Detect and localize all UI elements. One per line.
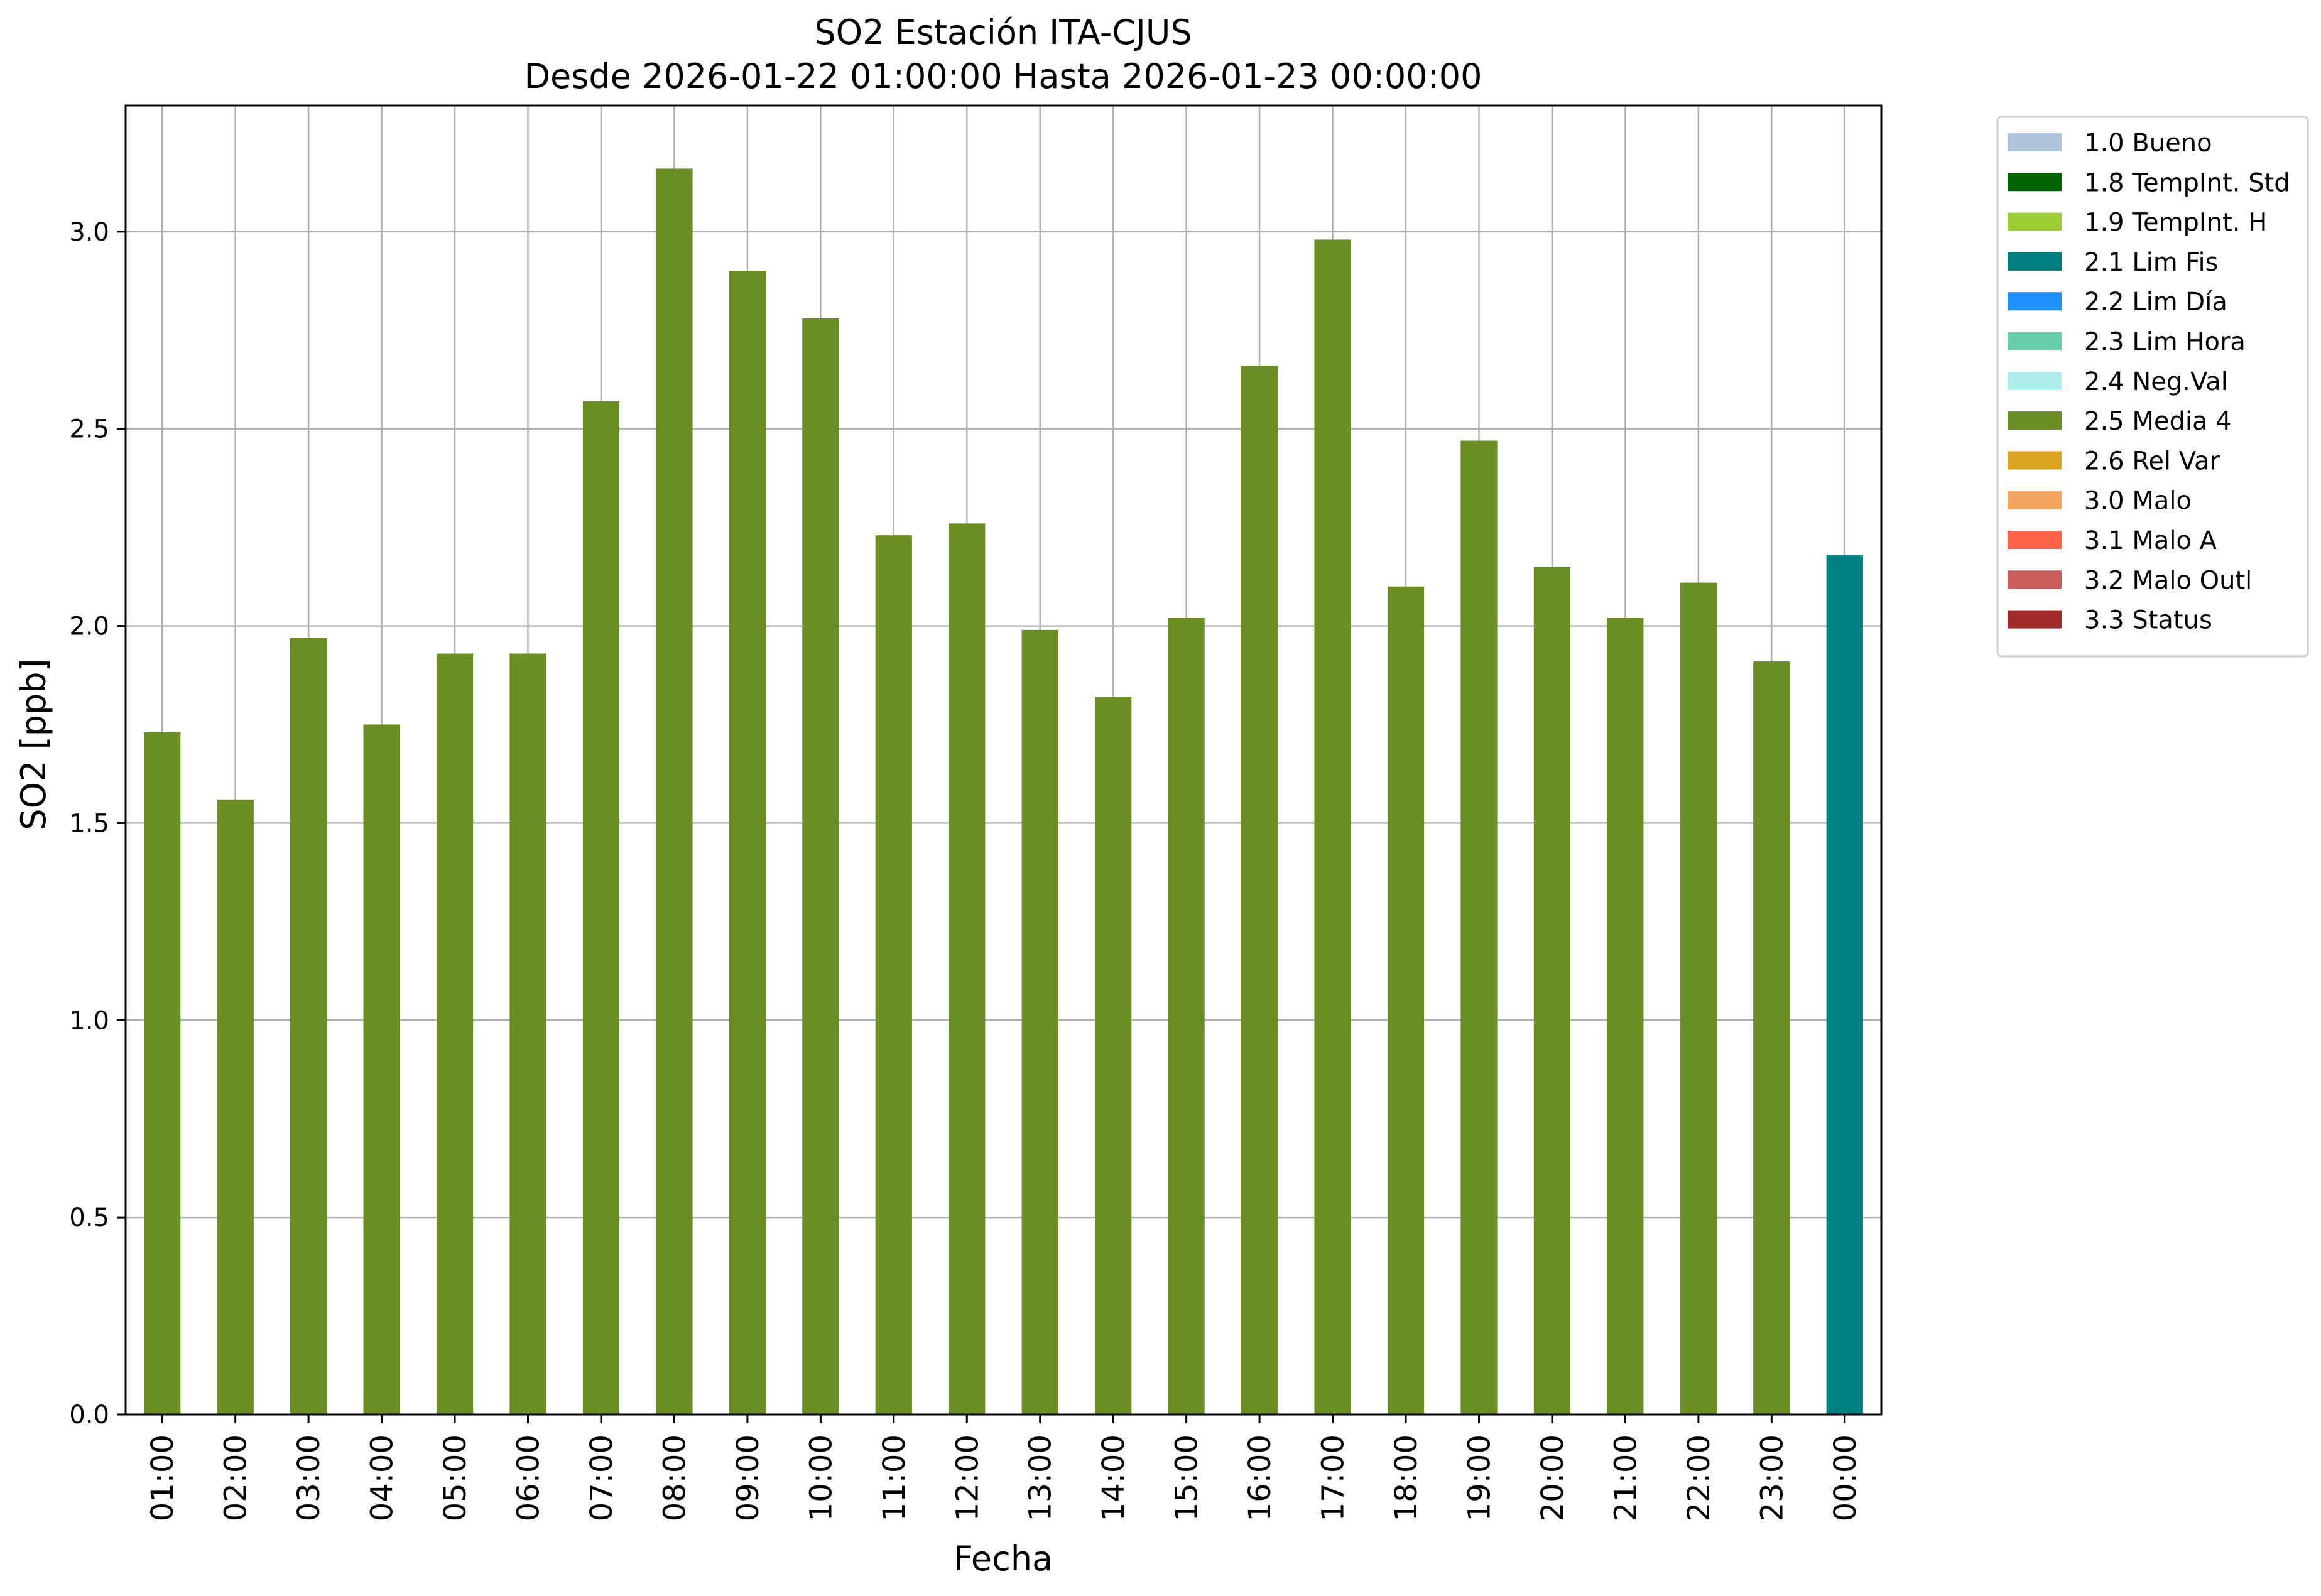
legend-label: 1.8 TempInt. Std [2084, 168, 2290, 197]
bar-0300 [290, 638, 327, 1414]
x-tick-label: 13:00 [1023, 1435, 1058, 1521]
legend-frame [1996, 116, 2309, 658]
x-tick-label: 01:00 [145, 1435, 180, 1521]
chart-subtitle: Desde 2026-01-22 01:00:00 Hasta 2026-01-… [524, 57, 1482, 96]
legend-label: 2.3 Lim Hora [2084, 328, 2246, 357]
bar-1700 [1314, 239, 1351, 1415]
bar-1900 [1460, 440, 1498, 1414]
legend-label: 3.3 Status [2084, 606, 2212, 635]
y-tick-label: 1.5 [69, 809, 109, 838]
x-tick-label: 18:00 [1389, 1435, 1424, 1521]
bar-0900 [729, 271, 766, 1414]
legend-label: 2.5 Media 4 [2084, 407, 2232, 436]
legend-swatch [2008, 332, 2062, 350]
x-tick-label: 05:00 [438, 1435, 473, 1521]
bar-0000 [1826, 555, 1863, 1414]
bar-1300 [1021, 629, 1058, 1414]
x-tick-label: 04:00 [365, 1435, 400, 1521]
legend-label: 2.6 Rel Var [2084, 447, 2220, 475]
bar-0500 [436, 653, 474, 1414]
bar-1600 [1241, 366, 1278, 1414]
y-tick-label: 0.5 [69, 1203, 109, 1232]
legend-label: 3.0 Malo [2084, 487, 2192, 516]
x-tick-label: 16:00 [1242, 1435, 1278, 1521]
legend-swatch [2008, 292, 2062, 311]
y-tick-label: 1.0 [69, 1006, 109, 1035]
x-tick-label: 22:00 [1682, 1435, 1717, 1521]
legend-swatch [2008, 610, 2062, 629]
x-tick-label: 17:00 [1316, 1435, 1351, 1521]
y-tick-label: 2.0 [69, 612, 109, 641]
legend-label: 2.2 Lim Día [2084, 288, 2227, 317]
x-tick-label: 07:00 [584, 1435, 619, 1521]
x-tick-label: 14:00 [1096, 1435, 1131, 1521]
bar-2000 [1533, 567, 1571, 1415]
bar-1800 [1387, 586, 1425, 1414]
x-axis-label: Fecha [954, 1539, 1053, 1578]
bar-2200 [1680, 582, 1717, 1415]
bar-0400 [363, 724, 400, 1414]
bar-2300 [1753, 661, 1790, 1414]
x-tick-label: 19:00 [1462, 1435, 1497, 1521]
x-tick-label: 03:00 [291, 1435, 327, 1521]
legend-label: 1.0 Bueno [2084, 129, 2212, 158]
plot-frame [124, 104, 1883, 1416]
x-tick-label: 11:00 [877, 1435, 912, 1521]
bar-0700 [582, 401, 620, 1414]
legend-label: 3.2 Malo Outl [2084, 566, 2252, 595]
legend-swatch [2008, 491, 2062, 509]
x-tick-label: 21:00 [1608, 1435, 1643, 1521]
x-tick-label: 00:00 [1828, 1435, 1863, 1521]
x-tick-label: 15:00 [1170, 1435, 1205, 1521]
bars [144, 168, 1863, 1415]
legend-label: 2.4 Neg.Val [2084, 367, 2228, 396]
bar-0100 [144, 732, 181, 1414]
legend-swatch [2008, 411, 2062, 430]
legend-label: 1.9 TempInt. H [2084, 209, 2267, 237]
bar-1100 [875, 535, 912, 1414]
bar-2100 [1607, 618, 1644, 1414]
x-axis-ticks: 01:00 02:00 03:00 04:00 05:00 06:00 07:00 08:00… [145, 1414, 1863, 1521]
y-axis-ticks: 0.0 0.5 1.0 1.5 2.0 2.5 3.0 [69, 218, 126, 1430]
x-tick-label: 09:00 [731, 1435, 766, 1521]
legend-label: 3.1 Malo A [2084, 526, 2217, 555]
y-axis-label: SO2 [ppb] [14, 658, 53, 830]
x-tick-label: 12:00 [950, 1435, 985, 1521]
legend-swatch [2008, 173, 2062, 192]
y-tick-label: 2.5 [69, 415, 109, 444]
x-tick-label: 06:00 [511, 1435, 546, 1521]
legend-swatch [2008, 570, 2062, 589]
x-tick-label: 08:00 [657, 1435, 692, 1521]
x-tick-label: 23:00 [1754, 1435, 1790, 1521]
x-tick-label: 20:00 [1535, 1435, 1570, 1521]
legend: 1.0 Bueno 1.8 TempInt. Std 1.9 TempInt. H 2… [1996, 116, 2309, 658]
bar-0600 [509, 653, 546, 1414]
legend-label: 2.1 Lim Fis [2084, 248, 2218, 277]
legend-swatch [2008, 133, 2062, 151]
bar-0800 [656, 168, 693, 1415]
legend-swatch [2008, 371, 2062, 390]
bar-1500 [1168, 618, 1205, 1414]
bar-1400 [1095, 697, 1132, 1414]
y-tick-label: 0.0 [69, 1401, 109, 1430]
legend-swatch [2008, 252, 2062, 271]
x-tick-label: 10:00 [803, 1435, 839, 1521]
y-tick-label: 3.0 [69, 218, 109, 247]
legend-swatch [2008, 531, 2062, 549]
legend-swatch [2008, 212, 2062, 231]
bar-1000 [802, 318, 839, 1414]
bar-0200 [217, 799, 254, 1414]
legend-swatch [2008, 451, 2062, 470]
chart-title: SO2 Estación ITA-CJUS [814, 13, 1192, 52]
x-tick-label: 02:00 [219, 1435, 254, 1521]
bar-1200 [949, 523, 986, 1414]
